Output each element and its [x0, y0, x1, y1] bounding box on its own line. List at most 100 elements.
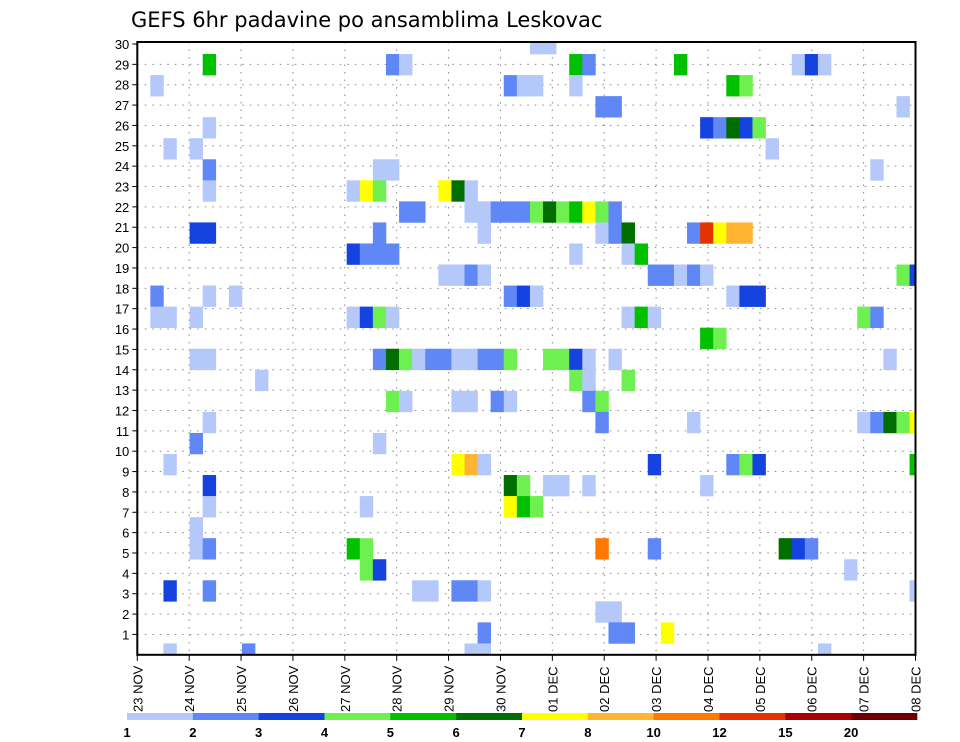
heatmap-cell — [359, 180, 374, 202]
heatmap-cell — [346, 306, 361, 328]
legend-swatch — [719, 713, 786, 720]
heatmap-cell — [529, 285, 544, 307]
legend-swatch — [653, 713, 720, 720]
heatmap-cell — [189, 517, 203, 539]
heatmap-cell — [529, 496, 544, 518]
heatmap-cell — [425, 348, 439, 371]
x-tick-label: 25 NOV — [234, 665, 249, 712]
heatmap-cell — [464, 180, 478, 202]
heatmap-cell — [490, 201, 505, 223]
x-tick-label: 04 DEC — [701, 666, 716, 712]
legend-label: 1 — [123, 725, 130, 740]
heatmap-cell — [477, 453, 491, 476]
y-tick-label: 5 — [122, 546, 129, 561]
heatmap-cell — [582, 475, 596, 497]
heatmap-cell — [346, 243, 361, 265]
heatmap-cell — [477, 622, 491, 644]
legend-swatch — [258, 713, 325, 720]
heatmap-cell — [582, 369, 596, 392]
heatmap-cell — [595, 411, 609, 434]
gridlines — [137, 42, 916, 655]
heatmap-cell — [896, 96, 910, 118]
heatmap-cell — [202, 159, 217, 181]
heatmap-cell — [569, 369, 583, 392]
heatmap-cell — [372, 159, 387, 181]
heatmap-cell — [660, 622, 675, 644]
y-tick-label: 19 — [115, 261, 129, 276]
heatmap-cell — [372, 243, 387, 265]
heatmap-cell — [673, 54, 688, 76]
y-tick-label: 30 — [115, 37, 129, 52]
heatmap-cell — [844, 559, 858, 581]
y-tick-label: 26 — [115, 118, 129, 133]
heatmap-cell — [477, 348, 491, 371]
heatmap-cell — [739, 285, 753, 307]
heatmap-cell — [556, 475, 570, 497]
heatmap-cells — [150, 42, 916, 655]
heatmap-cell — [477, 222, 491, 244]
legend-label: 6 — [453, 725, 460, 740]
x-tick-label: 29 NOV — [442, 665, 457, 712]
heatmap-cell — [412, 580, 426, 602]
heatmap-cell — [438, 264, 452, 286]
heatmap-cell — [687, 264, 701, 286]
heatmap-cell — [909, 453, 916, 476]
heatmap-cell — [451, 390, 465, 413]
heatmap-cell — [569, 54, 583, 76]
heatmap-cell — [883, 411, 897, 434]
plot-frame — [136, 41, 917, 656]
heatmap-cell — [372, 432, 387, 455]
x-axis: 23 NOV 24 NOV 25 NOV 26 NOV 27 NOV 28 NOV 29 N… — [130, 654, 924, 712]
heatmap-cell — [490, 348, 505, 371]
legend-swatch — [785, 713, 852, 720]
x-tick-label: 01 DEC — [545, 666, 560, 712]
heatmap-cell — [582, 348, 596, 371]
legend-swatch — [192, 713, 259, 720]
x-tick-label: 28 NOV — [390, 665, 405, 712]
heatmap-cell — [451, 580, 465, 602]
heatmap-cell — [189, 306, 203, 328]
heatmap-cell — [857, 306, 871, 328]
heatmap-cell — [385, 243, 400, 265]
heatmap-cell — [543, 475, 557, 497]
heatmap-cell — [595, 96, 609, 118]
heatmap-cell — [595, 601, 609, 623]
heatmap-cell — [896, 264, 910, 286]
heatmap-cell — [582, 390, 596, 413]
x-tick-label: 24 NOV — [182, 665, 197, 712]
heatmap-cell — [399, 201, 413, 223]
heatmap-cell — [608, 348, 622, 371]
y-tick-label: 10 — [115, 444, 129, 459]
heatmap-cell — [529, 75, 544, 97]
heatmap-cell — [752, 117, 766, 139]
y-tick-label: 8 — [122, 485, 129, 500]
y-tick-label: 1 — [122, 627, 129, 642]
heatmap-cell — [621, 622, 635, 644]
heatmap-cell — [202, 54, 217, 76]
heatmap-cell — [202, 580, 217, 602]
heatmap-cell — [189, 538, 203, 560]
heatmap-cell — [647, 264, 662, 286]
y-tick-label: 29 — [115, 57, 129, 72]
heatmap-cell — [202, 285, 217, 307]
heatmap-cell — [857, 411, 871, 434]
y-tick-label: 18 — [115, 281, 129, 296]
heatmap-cell — [372, 306, 387, 328]
heatmap-cell — [503, 285, 518, 307]
y-tick-label: 9 — [122, 465, 129, 480]
heatmap-cell — [464, 264, 478, 286]
heatmap-cell — [752, 453, 766, 476]
heatmap-cell — [503, 475, 518, 497]
y-tick-label: 24 — [115, 159, 129, 174]
heatmap-cell — [189, 348, 203, 371]
y-tick-label: 6 — [122, 526, 129, 541]
y-tick-label: 21 — [115, 220, 129, 235]
heatmap-cell — [385, 390, 400, 413]
heatmap-cell — [451, 264, 465, 286]
x-tick-label: 23 NOV — [130, 665, 145, 712]
y-axis: 1234567891011121314151617181920212223242… — [115, 37, 138, 642]
x-tick-label: 27 NOV — [338, 665, 353, 712]
heatmap-cell — [687, 222, 701, 244]
y-tick-label: 20 — [115, 241, 129, 256]
